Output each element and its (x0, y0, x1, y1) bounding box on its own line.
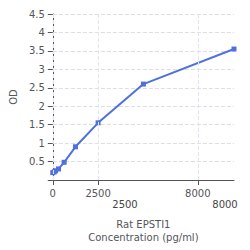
svg-text:1.5: 1.5 (29, 119, 45, 130)
svg-text:2500: 2500 (112, 199, 137, 210)
svg-text:2500: 2500 (85, 188, 110, 199)
svg-text:Concentration (pg/ml): Concentration (pg/ml) (88, 232, 198, 243)
svg-text:8000: 8000 (185, 188, 210, 199)
svg-text:2.5: 2.5 (29, 82, 45, 93)
svg-text:0: 0 (50, 188, 56, 199)
svg-text:8000: 8000 (212, 199, 237, 210)
svg-text:4.5: 4.5 (29, 9, 45, 20)
svg-text:3: 3 (38, 64, 44, 75)
svg-text:OD: OD (8, 89, 19, 105)
svg-text:Rat EPSTI1: Rat EPSTI1 (116, 219, 170, 230)
svg-text:0.5: 0.5 (29, 156, 45, 167)
svg-text:3.5: 3.5 (29, 45, 45, 56)
svg-text:4: 4 (38, 27, 44, 38)
svg-text:2: 2 (38, 101, 44, 112)
svg-text:1: 1 (38, 138, 44, 149)
